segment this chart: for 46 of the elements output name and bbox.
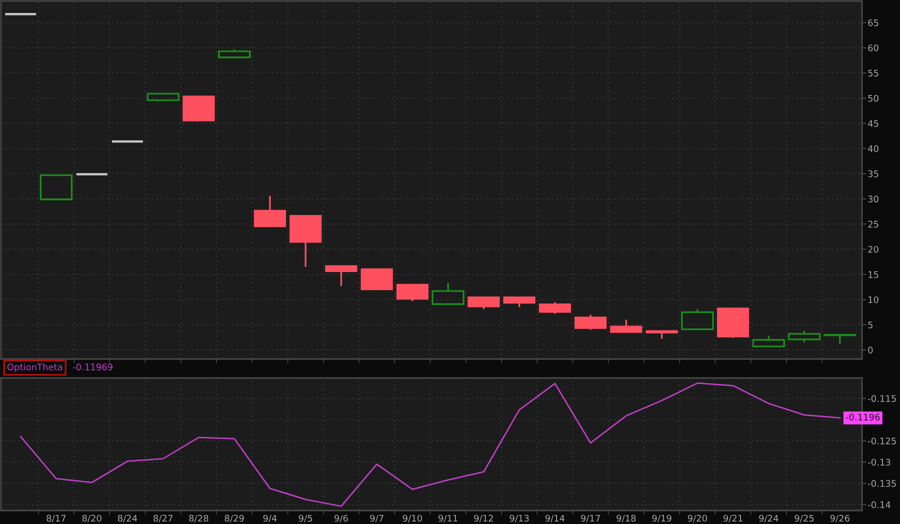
x-tick-label: 9/18 bbox=[616, 514, 636, 522]
x-tick-label: 9/13 bbox=[510, 514, 529, 522]
x-tick-label: 9/11 bbox=[438, 514, 458, 522]
x-tick-label: 9/19 bbox=[652, 514, 672, 522]
x-tick-label: 9/14 bbox=[545, 514, 565, 522]
line-series bbox=[20, 382, 841, 507]
x-tick-label: 8/24 bbox=[118, 514, 138, 522]
y-tick-label: 20 bbox=[868, 246, 878, 253]
y-tick-label: 50 bbox=[868, 94, 878, 102]
y-tick-label: 55 bbox=[868, 70, 878, 77]
x-tick-label: 8/28 bbox=[189, 514, 208, 522]
y-tick-label: -0.13 bbox=[868, 458, 890, 466]
x-tick-label: 8/20 bbox=[82, 514, 102, 522]
y-tick-label: -0.14 bbox=[868, 501, 890, 508]
x-tick-label: 9/4 bbox=[263, 514, 277, 522]
x-tick-label: 9/26 bbox=[830, 514, 850, 522]
data-label: -0.1196 bbox=[846, 414, 880, 421]
y-tick-label: 40 bbox=[868, 145, 878, 152]
x-tick-label: 9/5 bbox=[298, 514, 312, 522]
y-tick-label: 45 bbox=[868, 120, 878, 127]
x-tick-label: 9/21 bbox=[723, 514, 742, 522]
x-tick-label: 9/20 bbox=[688, 514, 707, 522]
y-tick-label: 30 bbox=[868, 196, 878, 202]
x-tick-label: 8/27 bbox=[154, 514, 172, 522]
y-tick-label: 60 bbox=[868, 44, 878, 52]
x-tick-label: 9/25 bbox=[794, 514, 814, 522]
x-tick-label: 9/7 bbox=[370, 514, 384, 522]
text: OptionTheta bbox=[7, 363, 62, 372]
text: -0.11969 bbox=[72, 364, 112, 370]
y-tick-label: -0.115 bbox=[868, 395, 896, 402]
y-tick-label: 10 bbox=[868, 296, 878, 304]
x-tick-label: 8/17 bbox=[46, 514, 66, 522]
x-tick-label: 9/10 bbox=[402, 514, 422, 522]
x-tick-label: 9/17 bbox=[580, 514, 600, 522]
y-tick-label: 65 bbox=[868, 19, 878, 26]
y-tick-label: -0.135 bbox=[868, 480, 896, 487]
x-tick-label: 8/29 bbox=[224, 514, 244, 522]
y-tick-label: 5 bbox=[868, 322, 873, 328]
x-tick-label: 9/12 bbox=[474, 514, 493, 522]
y-tick-label: 15 bbox=[868, 271, 878, 278]
y-tick-label: -0.125 bbox=[868, 438, 896, 444]
y-tick-label: 25 bbox=[868, 220, 878, 228]
x-tick-label: 9/24 bbox=[759, 514, 778, 522]
y-tick-label: 35 bbox=[868, 170, 878, 178]
y-tick-label: 0 bbox=[868, 346, 873, 354]
x-tick-label: 9/6 bbox=[334, 514, 348, 522]
